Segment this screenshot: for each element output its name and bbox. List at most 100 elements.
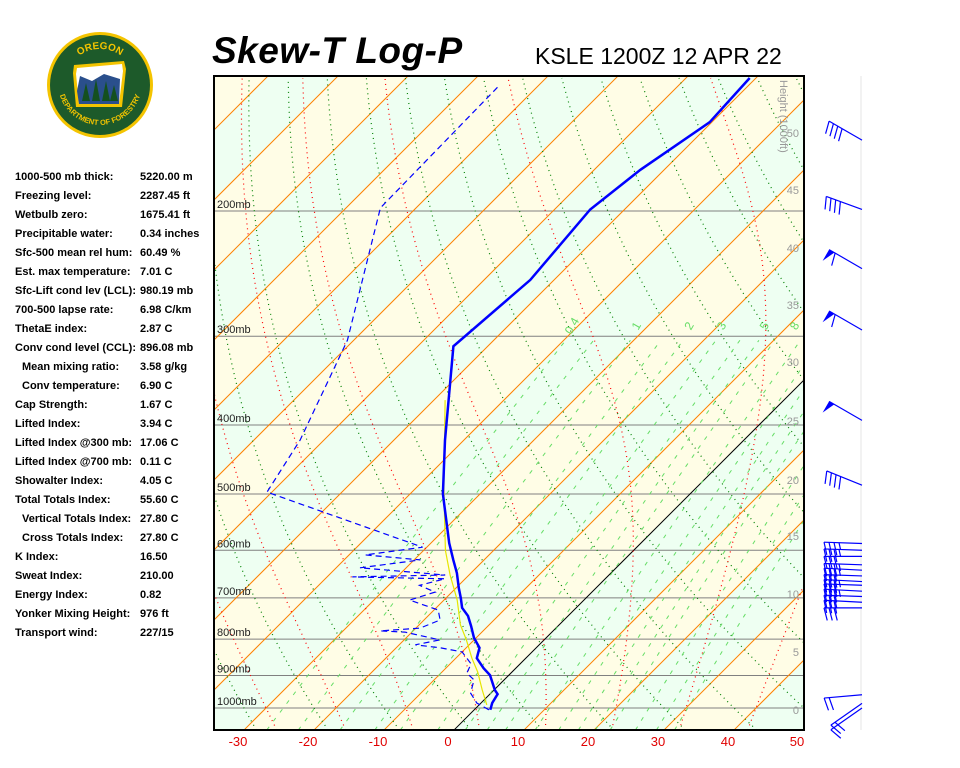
temperature-line (441, 77, 751, 711)
stat-row: Lifted Index @700 mb: 0.11 C (15, 453, 215, 472)
stat-value: 60.49 % (140, 247, 181, 259)
moist-adiabat (507, 77, 634, 730)
stat-label: Vertical Totals Index: (22, 513, 132, 525)
stat-label: Sfc-500 mean rel hum: (15, 247, 133, 259)
stat-row: Lifted Index @300 mb: 17.06 C (15, 434, 215, 453)
pressure-label: 1000mb (217, 696, 257, 708)
wind-barb-feather (833, 607, 838, 621)
stat-row: 1000-500 mb thick: 5220.00 m (15, 168, 215, 187)
stat-value: 2287.45 ft (140, 190, 191, 202)
height-tick-label: 15 (787, 531, 799, 543)
mixing-ratio-line (399, 340, 684, 730)
wind-barb-half-feather (838, 542, 842, 550)
dry-adiabat (874, 78, 960, 730)
height-tick-label: 30 (787, 357, 799, 369)
wind-barb (823, 594, 863, 609)
wind-barb-shaft (828, 120, 863, 141)
stat-row: Sweat Index: 210.00 (15, 567, 215, 586)
wind-barb-feather (828, 600, 833, 614)
stat-row: Sfc-Lift cond lev (LCL): 980.19 mb (15, 282, 215, 301)
temperature-tick-label: -10 (369, 734, 388, 749)
wind-barb-shaft (824, 599, 863, 603)
stat-row: Showalter Index: 4.05 C (15, 472, 215, 491)
wind-barb (825, 120, 863, 142)
wind-barb-feather (828, 697, 835, 711)
isotherm (214, 76, 339, 201)
wind-barb-shaft (828, 249, 863, 270)
wind-barb-shaft (828, 400, 863, 421)
pressure-label: 900mb (217, 663, 251, 675)
wind-barb-shaft (824, 578, 863, 583)
wind-barb-shaft (824, 583, 863, 586)
stat-row: Energy Index: 0.82 (15, 586, 215, 605)
wind-barb-feather (828, 579, 833, 593)
isotherm (663, 589, 804, 730)
height-tick-label: 45 (787, 185, 799, 197)
pressure-label: 500mb (217, 482, 251, 494)
wind-barb-feather (838, 201, 841, 215)
wind-barb-feather (833, 584, 838, 598)
stat-value: 27.80 C (140, 532, 179, 544)
wind-barb-shaft (824, 548, 863, 551)
mixing-ratio-line (594, 410, 804, 730)
isotherm (214, 76, 689, 551)
height-tick-label: 10 (787, 589, 799, 601)
wind-barb (823, 555, 862, 570)
wind-barb-shaft (824, 588, 863, 592)
isotherm (214, 76, 409, 271)
dry-adiabat (835, 78, 960, 730)
stat-row: Wetbulb zero: 1675.41 ft (15, 206, 215, 225)
wind-barb-shaft (824, 694, 863, 699)
wind-barb-feather (833, 549, 838, 563)
wind-barb-feather (829, 123, 834, 137)
pressure-label: 300mb (217, 324, 251, 336)
moist-adiabat (384, 77, 547, 730)
stat-value: 3.58 g/kg (140, 361, 188, 373)
isotherm (593, 519, 804, 730)
temperature-tick-label: 50 (790, 734, 804, 749)
wind-barb-feather (838, 476, 842, 490)
stat-row: Transport wind: 227/15 (15, 624, 215, 643)
wind-barb-shaft (824, 567, 863, 571)
isotherm (214, 76, 759, 621)
wind-barb-feather (823, 548, 828, 562)
wind-barb-feather (831, 252, 836, 266)
stat-label: Conv cond level (CCL): (15, 342, 137, 354)
stat-row: Conv temperature: 6.90 C (15, 377, 215, 396)
wind-barb (823, 573, 863, 588)
stat-label: Showalter Index: (15, 475, 104, 487)
sounding-indices-panel: 1000-500 mb thick: 5220.00 m Freezing leve… (15, 168, 215, 643)
wind-barb (830, 707, 863, 739)
stat-row: Cross Totals Index: 27.80 C (15, 529, 215, 548)
stat-label: Transport wind: (15, 627, 98, 639)
zero-isotherm (453, 379, 804, 730)
stat-row: Est. max temperature: 7.01 C (15, 263, 215, 282)
wind-barb-flag (822, 310, 835, 323)
temperature-band (214, 76, 338, 200)
dry-adiabat (953, 78, 960, 730)
mixing-ratio-line (266, 339, 567, 730)
wind-barb-feather (830, 724, 842, 735)
wind-barb (822, 310, 863, 331)
stat-value: 0.34 inches (140, 228, 200, 240)
wind-barb-feather (833, 600, 838, 614)
height-tick-label: 0 (793, 705, 799, 717)
mixing-ratio-line (609, 430, 804, 730)
stat-value: 16.50 (140, 551, 168, 563)
stat-label: K Index: (15, 551, 59, 563)
stat-row: Freezing level: 2287.45 ft (15, 187, 215, 206)
stat-row: K Index: 16.50 (15, 548, 215, 567)
wind-barb-feather (823, 697, 830, 711)
height-tick-label: 20 (787, 475, 799, 487)
wind-barb-half-feather (838, 549, 842, 557)
stat-row: Yonker Mixing Height: 976 ft (15, 605, 215, 624)
mixing-ratio-line (464, 340, 741, 730)
isotherm (214, 76, 549, 411)
wind-barb (824, 195, 863, 215)
wind-barb-half-feather (838, 580, 842, 588)
wind-barb-feather (823, 600, 828, 614)
stat-value: 210.00 (140, 570, 174, 582)
stat-value: 227/15 (140, 627, 174, 639)
isotherm (523, 449, 804, 730)
